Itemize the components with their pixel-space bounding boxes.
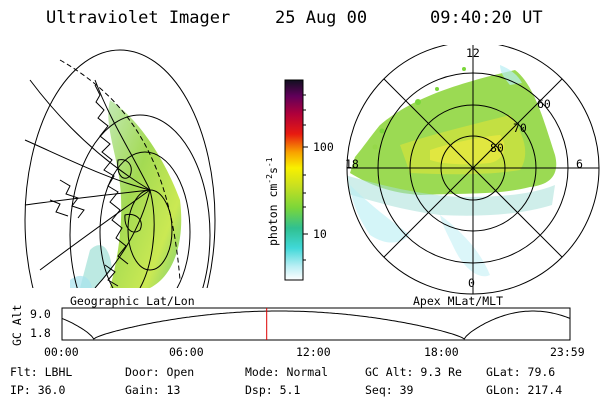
observation-date: 25 Aug 00 — [275, 8, 368, 28]
status-filter: Flt: LBHL — [10, 365, 73, 379]
status-seq: Seq: 39 — [365, 383, 414, 397]
meridian — [139, 189, 155, 288]
xtick-0000: 00:00 — [44, 345, 79, 359]
status-glon: GLon: 217.4 — [486, 383, 563, 397]
meridian — [94, 189, 151, 288]
colorbar-tick-100: 100 — [313, 140, 334, 154]
polar-plot — [346, 45, 600, 295]
meridian — [24, 139, 151, 191]
altitude-ylabel: GC Alt — [10, 304, 24, 346]
status-dsp: Dsp: 5.1 — [245, 383, 301, 397]
mlat-label-60: 60 — [537, 97, 551, 111]
status-mode: Mode: Normal — [245, 365, 329, 379]
polar-panel-label: Apex MLat/MLT — [413, 294, 504, 308]
mlt-label-6: 6 — [576, 157, 583, 171]
earth-limb — [24, 49, 216, 288]
meridian — [94, 79, 151, 191]
observation-time: 09:40:20 UT — [430, 8, 543, 28]
mlt-diagonal — [383, 78, 563, 258]
altitude-ymax: 9.0 — [30, 307, 51, 321]
colorbar-unit-label: photon cm-2s-1 — [265, 157, 280, 246]
status-gc-alt: GC Alt: 9.3 Re — [365, 365, 462, 379]
geo-panel-label: Geographic Lat/Lon — [70, 294, 195, 308]
meridian — [24, 189, 151, 206]
colorbar-tick-10: 10 — [313, 227, 327, 241]
status-ip: IP: 36.0 — [10, 383, 66, 397]
geographic-map — [24, 49, 216, 288]
lat-circle — [99, 151, 191, 288]
meridian — [39, 189, 151, 271]
altitude-frame — [61, 307, 571, 341]
xtick-1800: 18:00 — [424, 345, 459, 359]
altitude-curve — [61, 310, 571, 340]
colorbar-scale — [284, 79, 304, 281]
xtick-1200: 12:00 — [296, 345, 331, 359]
mlat-label-80: 80 — [490, 141, 504, 155]
mlat-label-70: 70 — [513, 121, 527, 135]
colorbar — [284, 79, 308, 281]
status-gain: Gain: 13 — [125, 383, 181, 397]
instrument-title: Ultraviolet Imager — [46, 8, 231, 28]
horizon-line — [59, 59, 181, 281]
status-door: Door: Open — [125, 365, 195, 379]
mlt-label-0: 0 — [468, 276, 475, 290]
mlt-label-12: 12 — [466, 46, 480, 60]
altitude-ymin: 1.8 — [30, 326, 51, 340]
mlt-label-18: 18 — [345, 157, 359, 171]
xtick-2359: 23:59 — [550, 345, 585, 359]
meridian — [29, 79, 151, 191]
coastline — [94, 84, 129, 265]
status-glat: GLat: 79.6 — [486, 365, 556, 379]
xtick-0600: 06:00 — [169, 345, 204, 359]
lat-circle — [69, 114, 211, 288]
altitude-plot — [61, 307, 571, 341]
